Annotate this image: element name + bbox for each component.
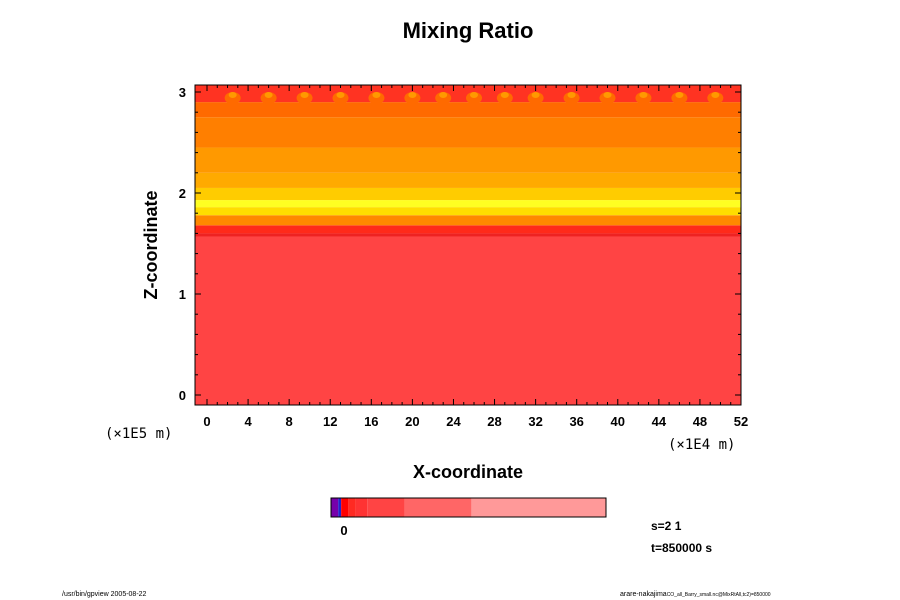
footer-left: /usr/bin/gpview 2005-08-22: [62, 591, 147, 598]
convective-cell-core: [264, 92, 273, 98]
contour-layer: [195, 117, 741, 148]
contour-layer: [195, 102, 741, 118]
convective-cell-core: [603, 92, 612, 98]
colorbar-segment: [404, 498, 472, 517]
y-tick-label: 1: [179, 287, 186, 302]
colorbar-segment: [348, 498, 356, 517]
y-tick-label: 0: [179, 388, 186, 403]
x-tick-label: 16: [364, 414, 378, 429]
layer-boundary: [195, 233, 741, 237]
x-tick-label: 44: [652, 414, 667, 429]
convective-cell-core: [500, 92, 509, 98]
colorbar-segment: [338, 498, 342, 517]
contour-layer: [195, 233, 741, 405]
x-tick-label: 52: [734, 414, 748, 429]
convective-cell-core: [470, 92, 478, 98]
footer-right: arare-nakajimaCO_all_Barry_small.nc@MixR…: [620, 591, 771, 598]
x-tick-label: 48: [693, 414, 707, 429]
colorbar-tick-label: 0: [340, 523, 347, 538]
convective-cell-core: [711, 92, 720, 98]
colorbar-segment: [471, 498, 606, 517]
x-tick-label: 36: [569, 414, 583, 429]
convective-cell-core: [372, 92, 381, 98]
colorbar-segment: [355, 498, 368, 517]
plot-frame: [194, 84, 742, 406]
colorbar-segment: [341, 498, 349, 517]
step-info: s=2 1: [651, 519, 682, 533]
x-tick-label: 28: [487, 414, 501, 429]
contour-layer: [195, 225, 741, 234]
convective-cell-core: [675, 92, 684, 98]
convective-cell-core: [567, 92, 576, 98]
x-tick-label: 20: [405, 414, 419, 429]
contour-layer: [195, 172, 741, 188]
convective-cell-core: [300, 92, 309, 98]
x-axis-label: X-coordinate: [413, 462, 523, 482]
footer-right-small: CO_all_Barry_small.nc@MixRtAll,tc2)=8500…: [667, 592, 771, 598]
y-tick-label: 3: [179, 85, 186, 100]
convective-cell-core: [439, 92, 448, 98]
plot-area: [195, 85, 741, 405]
y-axis: 0 1 2 3: [179, 85, 741, 403]
contour-layer: [195, 187, 741, 201]
contour-layer: [195, 215, 741, 226]
y-tick-label: 2: [179, 186, 186, 201]
x-axis: 0 4 8 12 16 20 24 28 32 36 40 44 48 52: [203, 85, 748, 429]
footer-right-main: arare-nakajima: [620, 591, 667, 598]
y-scale-label: (×1E5 m): [105, 426, 172, 442]
colorbar-frame: [330, 497, 607, 518]
x-tick-label: 0: [203, 414, 210, 429]
contour-layer: [195, 200, 741, 208]
y-axis-label: Z-coordinate: [141, 190, 161, 299]
convective-cell-core: [228, 92, 237, 98]
colorbar-segment: [367, 498, 405, 517]
x-tick-label: 32: [528, 414, 542, 429]
x-tick-label: 24: [446, 414, 461, 429]
time-info: t=850000 s: [651, 541, 712, 555]
contour-layer: [195, 147, 741, 173]
convective-cell-core: [639, 92, 648, 98]
colorbar-segment: [331, 498, 339, 517]
x-tick-label: 12: [323, 414, 337, 429]
x-scale-label: (×1E4 m): [668, 437, 735, 453]
colorbar: [331, 498, 606, 517]
x-tick-label: 8: [286, 414, 293, 429]
convective-cell-core: [531, 92, 540, 98]
contour-layer: [195, 207, 741, 216]
convective-cell-core: [408, 92, 417, 98]
chart-title: Mixing Ratio: [403, 18, 534, 43]
x-tick-label: 4: [244, 414, 252, 429]
convective-cell-core: [336, 92, 345, 98]
x-tick-label: 40: [611, 414, 625, 429]
